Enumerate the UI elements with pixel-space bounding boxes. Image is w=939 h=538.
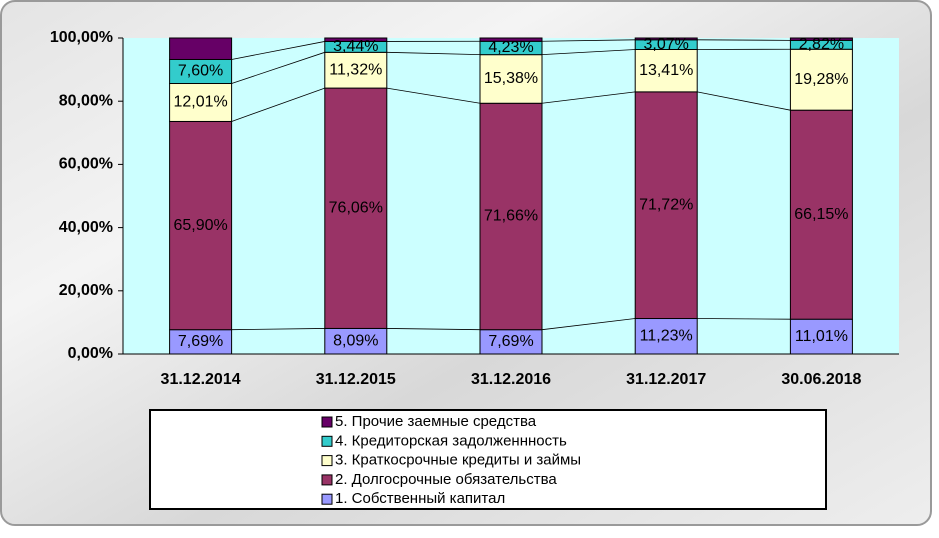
legend-swatch [322,417,332,427]
data-label: 71,66% [484,208,538,225]
x-tick-label: 30.06.2018 [781,371,861,388]
legend-label: 1. Собственный капитал [335,490,505,507]
data-label: 13,41% [639,62,693,79]
data-label: 12,01% [173,94,227,111]
data-label: 71,72% [639,196,693,213]
legend-swatch [322,456,332,466]
x-tick-label: 31.12.2014 [161,371,241,388]
data-label: 7,60% [178,63,223,80]
legend-label: 3. Краткосрочные кредиты и займы [335,452,581,469]
legend-label: 5. Прочие заемные средства [335,413,537,430]
y-tick-label: 80,00% [59,92,113,109]
data-label: 15,38% [484,70,538,87]
data-label: 11,23% [640,327,693,344]
y-tick-label: 100,00% [50,29,113,46]
data-label: 7,69% [178,333,223,350]
legend-label: 2. Долгосрочные обязательства [335,471,557,488]
series-line [697,40,790,41]
data-label: 2,82% [799,36,844,53]
data-label: 65,90% [173,217,227,234]
data-label: 11,01% [795,328,848,345]
data-label: 7,69% [488,333,533,350]
legend-swatch [322,494,332,504]
data-label: 3,07% [644,36,689,53]
legend-swatch [322,436,332,446]
data-label: 8,09% [333,332,378,349]
y-tick-label: 20,00% [59,282,113,299]
data-label: 3,44% [333,38,378,55]
legend-swatch [322,475,332,485]
data-label: 66,15% [794,206,848,223]
y-tick-label: 60,00% [59,156,113,173]
data-label: 19,28% [794,71,848,88]
data-label: 4,23% [488,39,533,56]
x-tick-label: 31.12.2015 [316,371,396,388]
x-tick-label: 31.12.2017 [626,371,706,388]
y-tick-label: 0,00% [68,345,113,362]
y-tick-label: 40,00% [59,219,113,236]
legend-label: 4. Кредиторская задолженнность [335,432,567,449]
data-label: 76,06% [329,199,383,216]
x-tick-label: 31.12.2016 [471,371,551,388]
data-label: 11,32% [329,61,382,78]
bar-segment [170,38,232,59]
